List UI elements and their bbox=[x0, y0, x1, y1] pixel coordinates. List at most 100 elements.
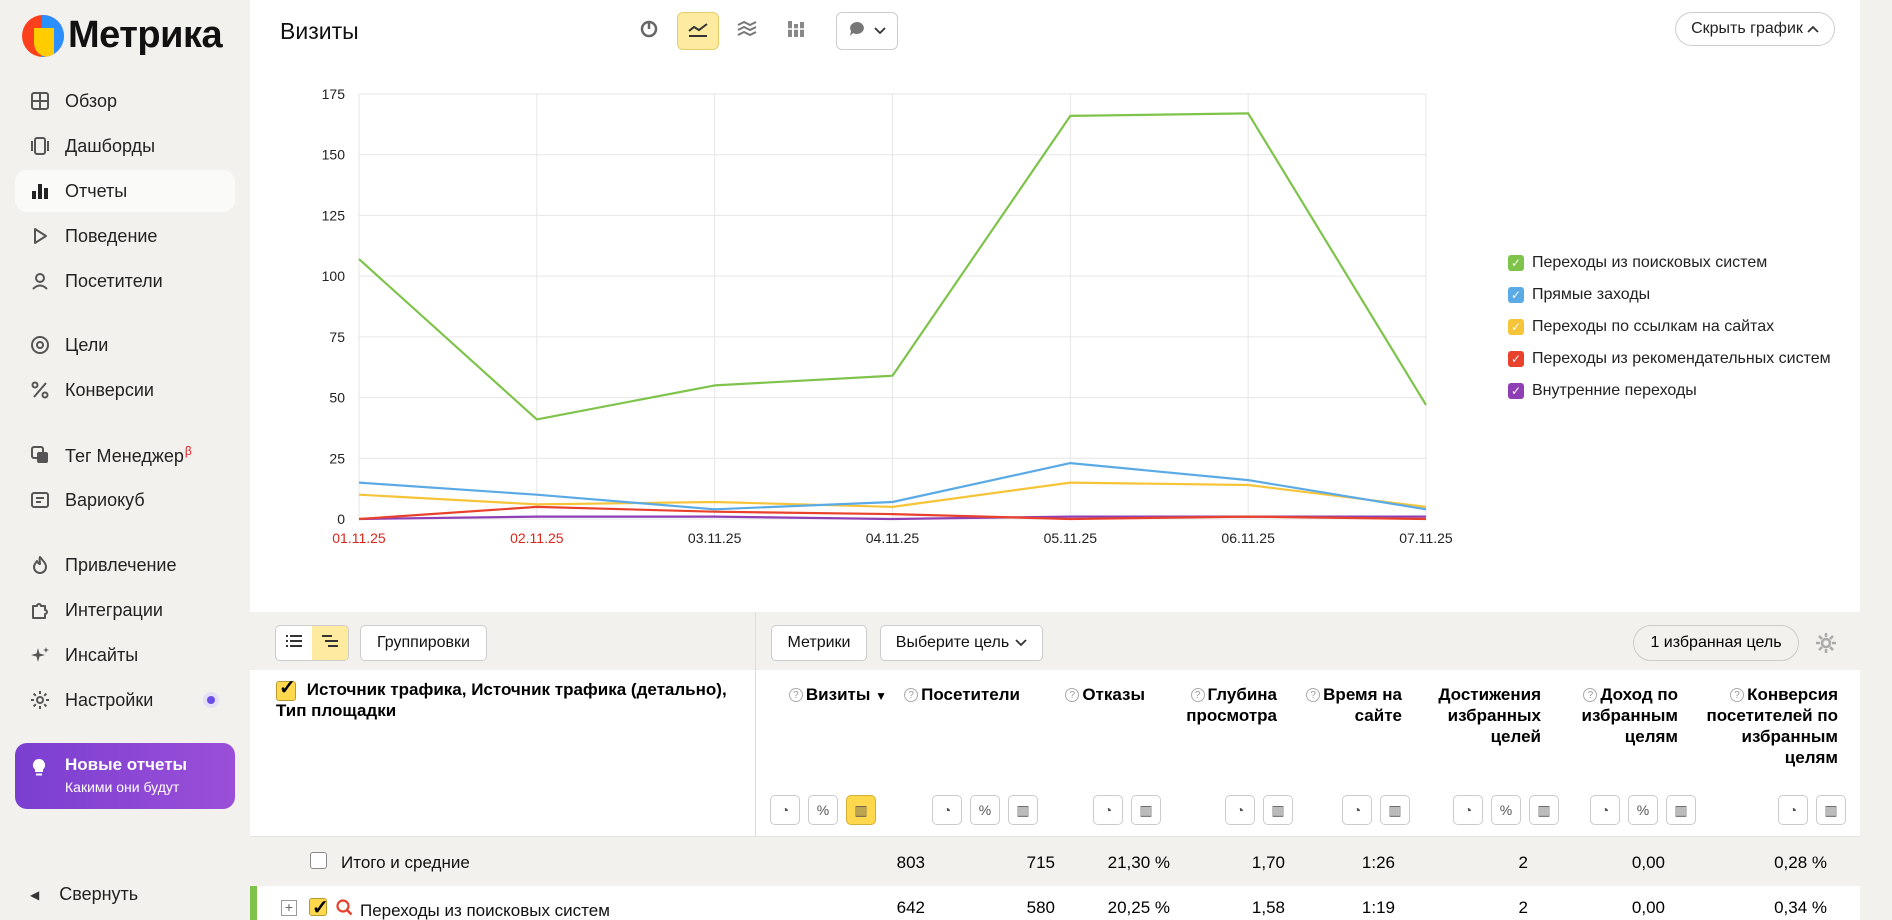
col-goal-reaches[interactable]: Достижения избранных целей bbox=[1413, 684, 1541, 747]
pie-chart-icon[interactable]: ◔ bbox=[1778, 795, 1808, 825]
sidebar-item-goals[interactable]: Цели bbox=[15, 324, 235, 366]
pie-chart-icon[interactable]: ◔ bbox=[932, 795, 962, 825]
help-icon[interactable]: ? bbox=[1190, 688, 1205, 702]
pie-chart-icon[interactable]: ◔ bbox=[1225, 795, 1255, 825]
groupings-button[interactable]: Группировки bbox=[360, 625, 487, 661]
total-visitors: 715 bbox=[1026, 853, 1055, 872]
sidebar-item-variocube[interactable]: Вариокуб bbox=[15, 479, 235, 521]
goal-conversion-chart-toggles: ◔ ▥ bbox=[1778, 795, 1846, 825]
visits-line-chart[interactable]: 0 25 50 75 100 125 150 175 01.11.25 02.11.25 03.11… bbox=[250, 0, 1490, 612]
help-icon[interactable]: ? bbox=[1306, 688, 1321, 702]
sidebar-item-acquisition[interactable]: Привлечение bbox=[15, 544, 235, 586]
flat-list-view-button[interactable] bbox=[276, 626, 312, 660]
goal-select-dropdown[interactable]: Выберите цель bbox=[880, 625, 1043, 661]
total-goal-reaches: 2 bbox=[1518, 853, 1528, 872]
notes-dropdown[interactable] bbox=[836, 12, 898, 50]
pie-chart-icon[interactable]: ◔ bbox=[1590, 795, 1620, 825]
logo[interactable]: Метрика bbox=[22, 14, 223, 57]
legend-item[interactable]: ✓ Внутренние переходы bbox=[1508, 375, 1831, 407]
legend-checkbox[interactable]: ✓ bbox=[1508, 255, 1524, 271]
sidebar-item-integrations[interactable]: Интеграции bbox=[15, 589, 235, 631]
sidebar-item-reports[interactable]: Отчеты bbox=[15, 170, 235, 212]
pie-chart-icon[interactable]: ◔ bbox=[1093, 795, 1123, 825]
help-icon[interactable]: ? bbox=[904, 688, 919, 702]
sidebar-item-dashboards[interactable]: Дашборды bbox=[15, 125, 235, 167]
sidebar-item-settings[interactable]: Настройки bbox=[15, 679, 235, 721]
x-tick-label: 02.11.25 bbox=[510, 530, 564, 546]
list-icon bbox=[286, 634, 302, 653]
chart-type-area-button[interactable] bbox=[726, 12, 768, 50]
legend-checkbox[interactable]: ✓ bbox=[1508, 351, 1524, 367]
sidebar-item-conversions[interactable]: Конверсии bbox=[15, 369, 235, 411]
legend-label: Переходы из поисковых систем bbox=[1532, 254, 1768, 271]
bar-chart-icon[interactable]: ▥ bbox=[1131, 795, 1161, 825]
search-icon bbox=[335, 898, 353, 920]
table-settings-gear-icon[interactable] bbox=[1815, 632, 1837, 654]
col-depth[interactable]: ? Глубина просмотра bbox=[1155, 684, 1277, 726]
collapse-sidebar-button[interactable]: ◀ Свернуть bbox=[30, 884, 138, 905]
legend-item[interactable]: ✓ Переходы из рекомендательных систем bbox=[1508, 343, 1831, 375]
percent-icon[interactable]: % bbox=[1628, 795, 1658, 825]
legend-checkbox[interactable]: ✓ bbox=[1508, 319, 1524, 335]
help-icon[interactable]: ? bbox=[1730, 688, 1745, 702]
row-bounces: 20,25 % bbox=[1107, 898, 1170, 917]
table-toolbar: Группировки Метрики Выберите цель 1 избр… bbox=[250, 612, 1860, 670]
sidebar-item-insights[interactable]: Инсайты bbox=[15, 634, 235, 676]
chart-type-stacked-bar-button[interactable] bbox=[775, 12, 817, 50]
tree-view-button[interactable] bbox=[312, 626, 348, 660]
sidebar-item-behavior[interactable]: Поведение bbox=[15, 215, 235, 257]
select-all-checkbox[interactable] bbox=[276, 678, 296, 701]
promo-subtitle: Какими они будут bbox=[65, 779, 180, 795]
col-goal-conversion[interactable]: ? Конверсия посетителей по избранным целя… bbox=[1690, 684, 1838, 768]
new-reports-promo[interactable]: Новые отчеты Какими они будут bbox=[15, 743, 235, 809]
favorite-goals-button[interactable]: 1 избранная цель bbox=[1633, 625, 1799, 661]
sidebar-item-tag-manager[interactable]: Тег Менеджерβ bbox=[15, 434, 235, 476]
col-visitors[interactable]: ? Посетители bbox=[890, 684, 1020, 705]
chevron-down-icon bbox=[874, 22, 886, 40]
total-checkbox[interactable] bbox=[310, 852, 327, 869]
col-goal-revenue[interactable]: ? Доход по избранным целям bbox=[1550, 684, 1678, 747]
legend-item[interactable]: ✓ Прямые заходы bbox=[1508, 279, 1831, 311]
sidebar-item-overview[interactable]: Обзор bbox=[15, 80, 235, 122]
total-time: 1:26 bbox=[1361, 853, 1395, 872]
chart-type-pie-button[interactable] bbox=[628, 12, 670, 50]
pie-chart-icon[interactable]: ◔ bbox=[1453, 795, 1483, 825]
metrics-button[interactable]: Метрики bbox=[771, 625, 867, 661]
percent-icon[interactable]: % bbox=[1491, 795, 1521, 825]
sidebar-item-label: Обзор bbox=[65, 90, 117, 111]
dimension-header[interactable]: Источник трафика, Источник трафика (дета… bbox=[276, 678, 751, 721]
col-visits[interactable]: ? Визиты ▼ bbox=[780, 684, 887, 707]
legend-item[interactable]: ✓ Переходы по ссылкам на сайтах bbox=[1508, 311, 1831, 343]
legend-label: Переходы по ссылкам на сайтах bbox=[1532, 318, 1775, 335]
bar-chart-icon[interactable]: ▥ bbox=[1380, 795, 1410, 825]
legend-item[interactable]: ✓ Переходы из поисковых систем bbox=[1508, 247, 1831, 279]
hide-chart-button[interactable]: Скрыть график bbox=[1675, 12, 1835, 46]
bar-chart-icon[interactable]: ▥ bbox=[1008, 795, 1038, 825]
pie-chart-icon[interactable]: ◔ bbox=[770, 795, 800, 825]
row-checkbox[interactable] bbox=[309, 895, 329, 920]
expand-row-button[interactable]: + bbox=[281, 900, 297, 916]
legend-checkbox[interactable]: ✓ bbox=[1508, 383, 1524, 399]
chart-type-line-button[interactable] bbox=[677, 12, 719, 50]
legend-checkbox[interactable]: ✓ bbox=[1508, 287, 1524, 303]
sidebar-item-visitors[interactable]: Посетители bbox=[15, 260, 235, 302]
chart-title: Визиты bbox=[280, 18, 359, 44]
bar-chart-icon[interactable]: ▥ bbox=[1263, 795, 1293, 825]
chevron-down-icon bbox=[1015, 634, 1027, 652]
col-time-on-site[interactable]: ? Время на сайте bbox=[1290, 684, 1402, 726]
percent-icon[interactable]: % bbox=[808, 795, 838, 825]
bar-chart-icon[interactable]: ▥ bbox=[1816, 795, 1846, 825]
bar-chart-icon[interactable]: ▥ bbox=[1529, 795, 1559, 825]
col-bounces[interactable]: ? Отказы bbox=[1030, 684, 1145, 705]
percent-icon[interactable]: % bbox=[970, 795, 1000, 825]
col-label: Посетители bbox=[921, 685, 1020, 704]
help-icon[interactable]: ? bbox=[1065, 688, 1080, 702]
help-icon[interactable]: ? bbox=[1583, 688, 1598, 702]
pie-chart-icon[interactable]: ◔ bbox=[1342, 795, 1372, 825]
col-label: Достижения избранных целей bbox=[1438, 685, 1541, 746]
table-row[interactable]: + Переходы из поисковых систем 642 580 2… bbox=[250, 886, 1860, 920]
bar-chart-icon[interactable]: ▥ bbox=[846, 795, 876, 825]
help-icon[interactable]: ? bbox=[788, 688, 803, 702]
chevron-up-icon bbox=[1807, 20, 1819, 38]
bar-chart-icon[interactable]: ▥ bbox=[1666, 795, 1696, 825]
